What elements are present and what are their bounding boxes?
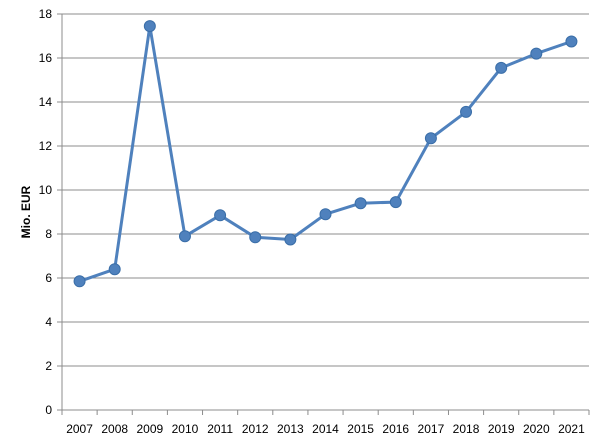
y-tick-label: 16 xyxy=(39,51,53,65)
y-tick-label: 12 xyxy=(39,139,53,153)
data-point-2013 xyxy=(284,233,297,246)
y-tick-label: 8 xyxy=(45,227,52,241)
y-axis-title: Mio. EUR xyxy=(19,185,33,238)
y-tick-label: 14 xyxy=(39,95,53,109)
data-point-2021 xyxy=(565,35,578,48)
x-tick-label: 2011 xyxy=(207,422,233,436)
y-tick-label: 0 xyxy=(45,403,52,417)
data-point-2020 xyxy=(530,47,543,60)
data-point-2012 xyxy=(249,231,262,244)
gridlines xyxy=(62,13,589,367)
data-point-2019 xyxy=(495,61,508,74)
x-tick-label: 2012 xyxy=(242,422,269,436)
x-tick-label: 2009 xyxy=(136,422,163,436)
x-tick-label: 2019 xyxy=(488,422,515,436)
y-tick-label: 18 xyxy=(39,7,53,21)
x-tick-label: 2017 xyxy=(418,422,445,436)
data-point-2010 xyxy=(178,230,191,243)
x-tick-labels: 2007 2008 2009 2010 2011 2012 2013 2014 2015 2016… xyxy=(66,422,585,436)
y-tick-labels: 0 2 4 6 8 10 12 14 16 18 xyxy=(39,7,53,417)
data-point-2011 xyxy=(214,209,227,222)
data-point-2007 xyxy=(73,275,86,288)
x-tick-label: 2018 xyxy=(453,422,480,436)
series-group xyxy=(73,20,578,288)
data-point-2017 xyxy=(424,132,437,145)
x-tick-label: 2015 xyxy=(347,422,374,436)
x-tick-label: 2010 xyxy=(172,422,199,436)
x-tick-label: 2021 xyxy=(558,422,585,436)
axes xyxy=(57,13,590,415)
x-tick-label: 2016 xyxy=(382,422,409,436)
x-tick-label: 2014 xyxy=(312,422,339,436)
y-tick-label: 2 xyxy=(45,359,52,373)
data-point-2009 xyxy=(143,20,156,33)
x-tick-label: 2008 xyxy=(101,422,128,436)
y-tick-label: 6 xyxy=(45,271,52,285)
y-tick-label: 10 xyxy=(39,183,53,197)
y-tick-label: 4 xyxy=(45,315,52,329)
data-point-2008 xyxy=(108,263,121,276)
data-point-2015 xyxy=(354,197,367,210)
x-tick-label: 2020 xyxy=(523,422,550,436)
data-point-2018 xyxy=(460,105,473,118)
data-point-2014 xyxy=(319,208,332,221)
x-tick-label: 2013 xyxy=(277,422,304,436)
x-tick-label: 2007 xyxy=(66,422,93,436)
data-point-2016 xyxy=(389,196,402,209)
